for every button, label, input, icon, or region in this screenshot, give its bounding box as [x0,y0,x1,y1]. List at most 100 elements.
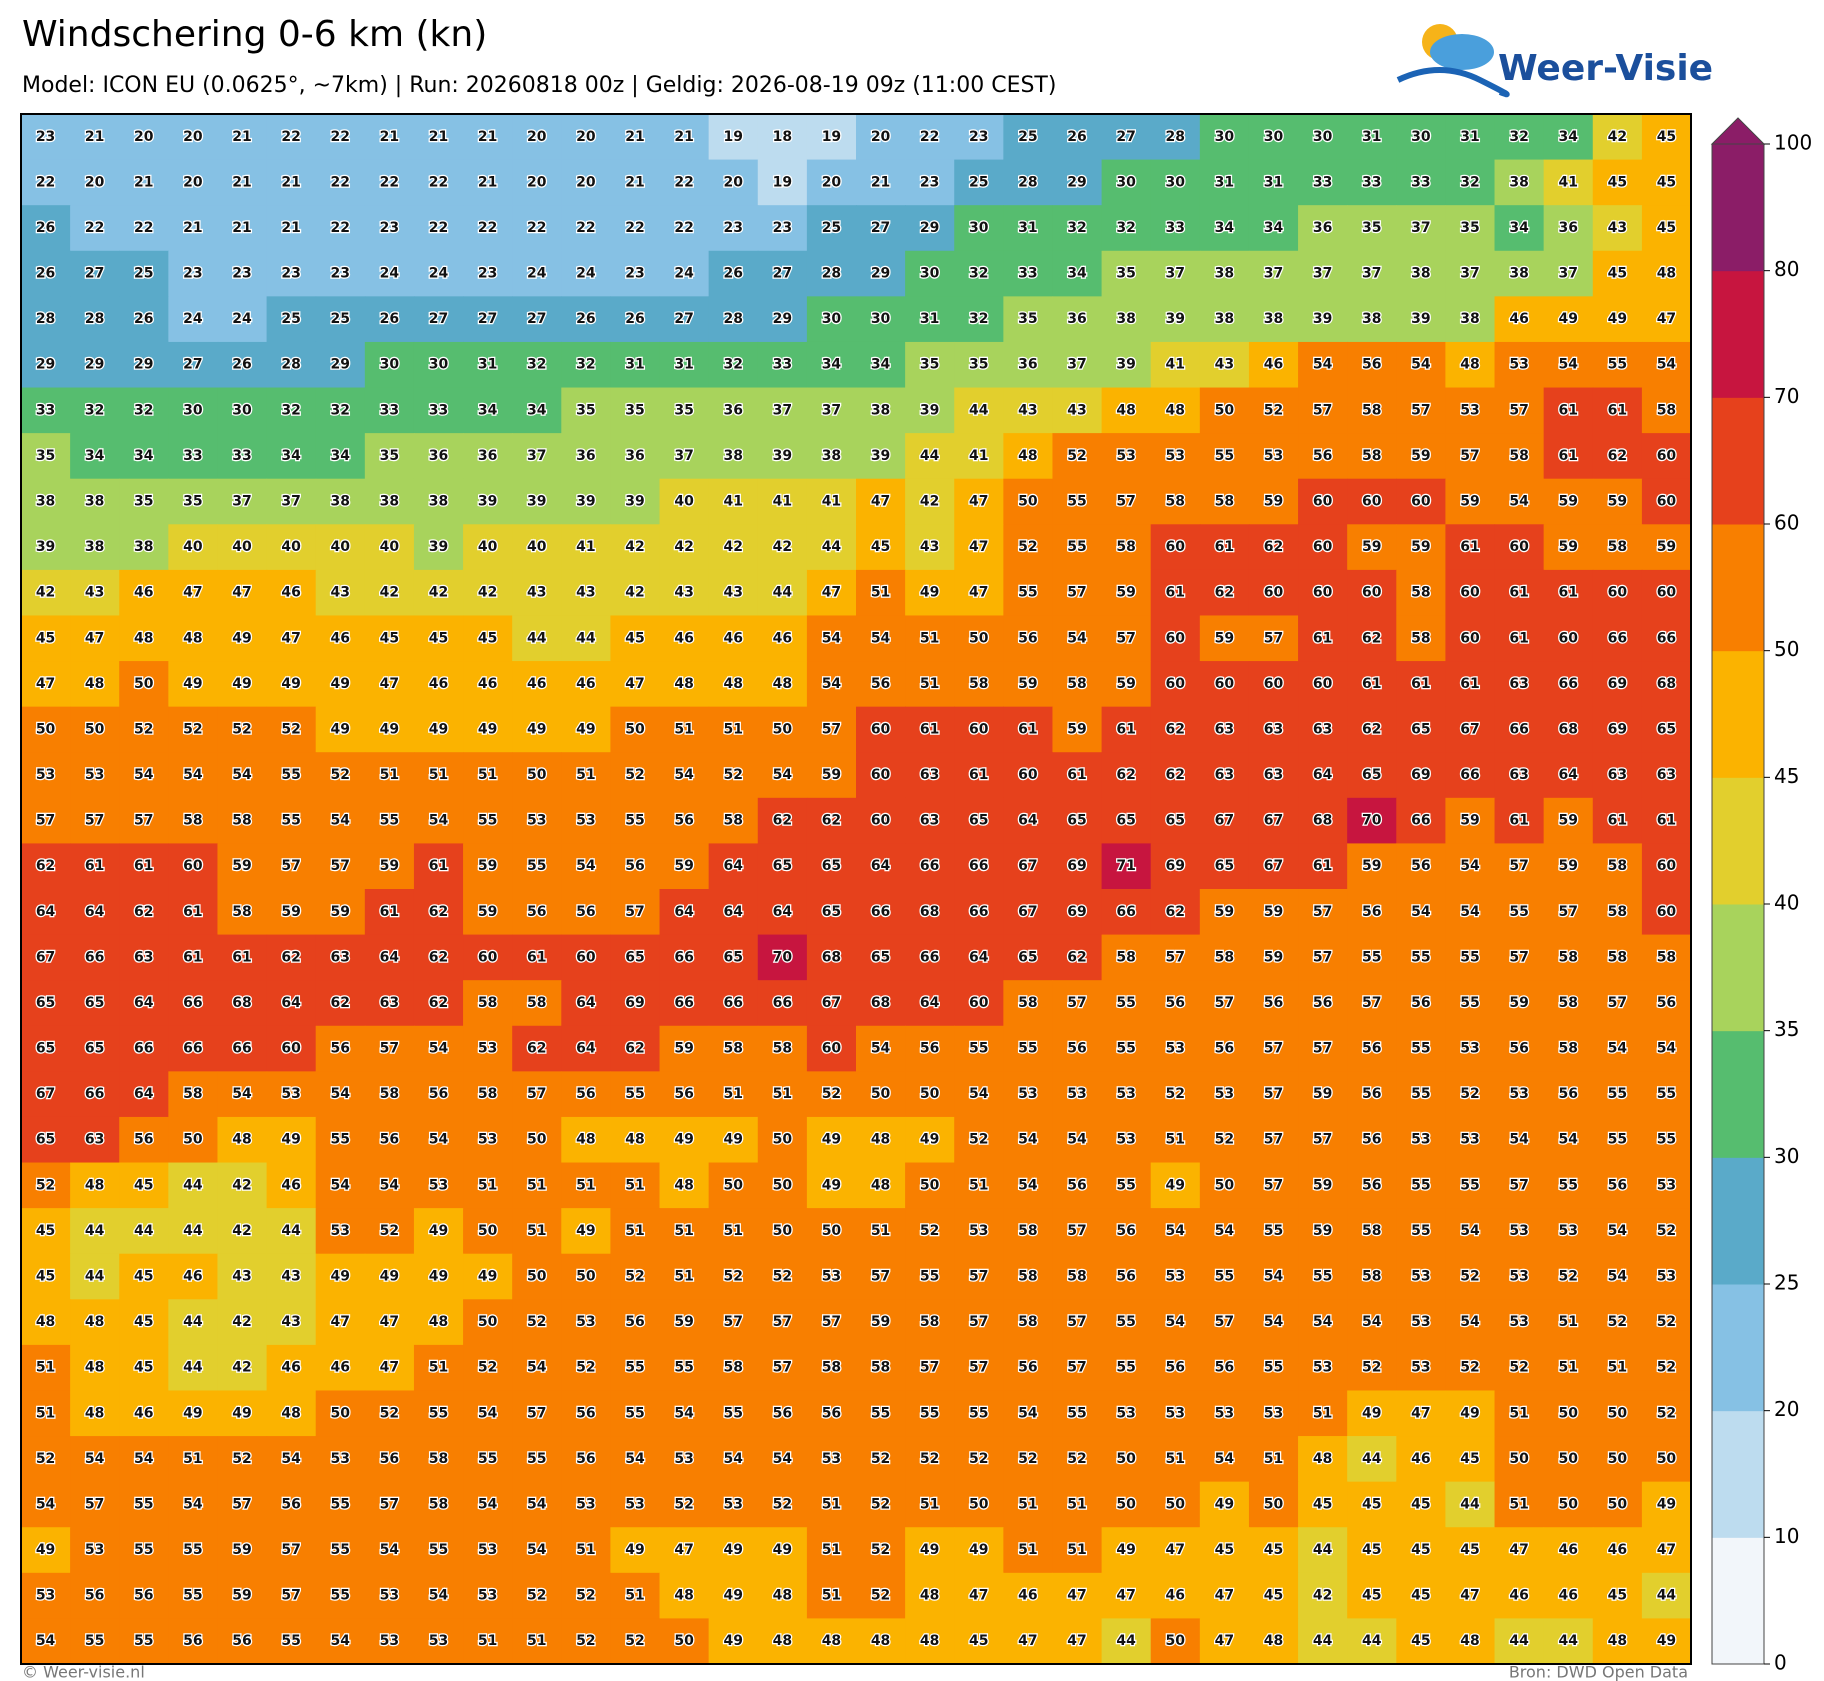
value-label: 52 [969,1451,988,1467]
field-cell [315,1390,366,1437]
field-cell [757,1436,808,1483]
field-cell [364,1253,415,1300]
field-cell [1150,1162,1201,1209]
value-label: 51 [1558,1314,1577,1330]
field-cell [856,980,906,1027]
value-label: 57 [1166,949,1185,965]
field-cell [757,1071,808,1118]
value-label: 34 [527,402,547,418]
value-label: 56 [576,904,595,920]
field-cell [806,1527,857,1574]
field-cell [266,1116,317,1164]
value-label: 34 [1509,220,1529,236]
value-label: 31 [625,357,644,373]
field-cell [856,843,906,890]
field-cell [413,1299,464,1346]
value-label: 60 [1166,676,1186,692]
value-label: 54 [1509,1132,1529,1148]
field-cell [1543,1436,1594,1483]
value-label: 29 [134,357,153,373]
value-label: 59 [1313,1177,1332,1193]
field-cell [1543,706,1594,753]
field-cell [1543,296,1594,343]
value-label: 54 [773,767,793,783]
field-cell [1101,114,1152,161]
field-cell [757,433,808,480]
value-label: 54 [134,767,154,783]
field-cell [1641,296,1692,343]
field-cell [1641,1253,1692,1300]
field-cell [70,615,120,662]
value-label: 54 [625,1451,645,1467]
value-label: 20 [576,129,596,145]
field-cell [1396,433,1447,480]
field-cell [905,797,955,845]
value-label: 61 [183,949,202,965]
value-label: 59 [1018,676,1037,692]
field-cell [119,889,169,936]
field-cell [806,387,857,434]
field-cell [1248,205,1299,252]
field-cell [364,934,415,981]
value-label: 24 [674,266,694,282]
field-cell [708,1071,759,1118]
field-cell [757,524,808,571]
field-cell [610,706,661,753]
field-cell [266,843,317,890]
value-label: 54 [183,1496,203,1512]
field-cell [561,159,612,206]
value-label: 45 [134,1360,153,1376]
field-cell [757,159,808,206]
value-label: 53 [85,767,104,783]
field-cell [1396,1618,1447,1665]
field-cell [413,1253,464,1300]
field-cell [954,1618,1004,1665]
field-cell [561,1481,612,1528]
field-cell [610,980,661,1027]
field-cell [21,387,71,434]
colorbar-tick-label: 45 [1774,764,1799,788]
field-cell [561,1025,612,1072]
value-label: 63 [1657,767,1676,783]
value-label: 38 [1264,311,1283,327]
value-label: 49 [920,1132,939,1148]
field-cell [70,1481,120,1528]
value-label: 36 [429,448,448,464]
field-cell [1445,433,1496,480]
field-cell [1003,296,1054,343]
value-label: 23 [380,220,399,236]
value-label: 47 [625,676,644,692]
field-cell [463,478,513,525]
field-cell [512,1390,562,1437]
field-cell [1052,159,1103,206]
map-frame [20,113,1692,1665]
field-cell [1150,433,1201,480]
field-cell [1199,1208,1250,1255]
field-cell [1298,1527,1348,1574]
field-cell [70,205,120,252]
field-cell [1494,934,1545,981]
value-label: 38 [1116,311,1135,327]
field-cell [413,661,464,708]
field-cell [659,1253,710,1300]
field-cell [610,843,661,890]
value-label: 47 [822,585,841,601]
value-label: 51 [478,767,497,783]
field-cell [610,1116,661,1164]
field-cell [1445,706,1496,753]
value-label: 42 [1313,1588,1332,1604]
field-cell [905,296,955,343]
field-cell [659,980,710,1027]
value-label: 52 [1067,1451,1086,1467]
value-label: 52 [1657,1223,1676,1239]
field-cell [463,524,513,571]
field-cell [1445,661,1496,708]
value-label: 59 [674,858,693,874]
value-label: 53 [478,1041,497,1057]
field-cell [168,1436,219,1483]
field-cell [905,1299,955,1346]
value-label: 51 [1166,1132,1185,1148]
value-label: 51 [1509,1496,1528,1512]
value-label: 56 [1018,630,1037,646]
field-cell [1445,524,1496,571]
